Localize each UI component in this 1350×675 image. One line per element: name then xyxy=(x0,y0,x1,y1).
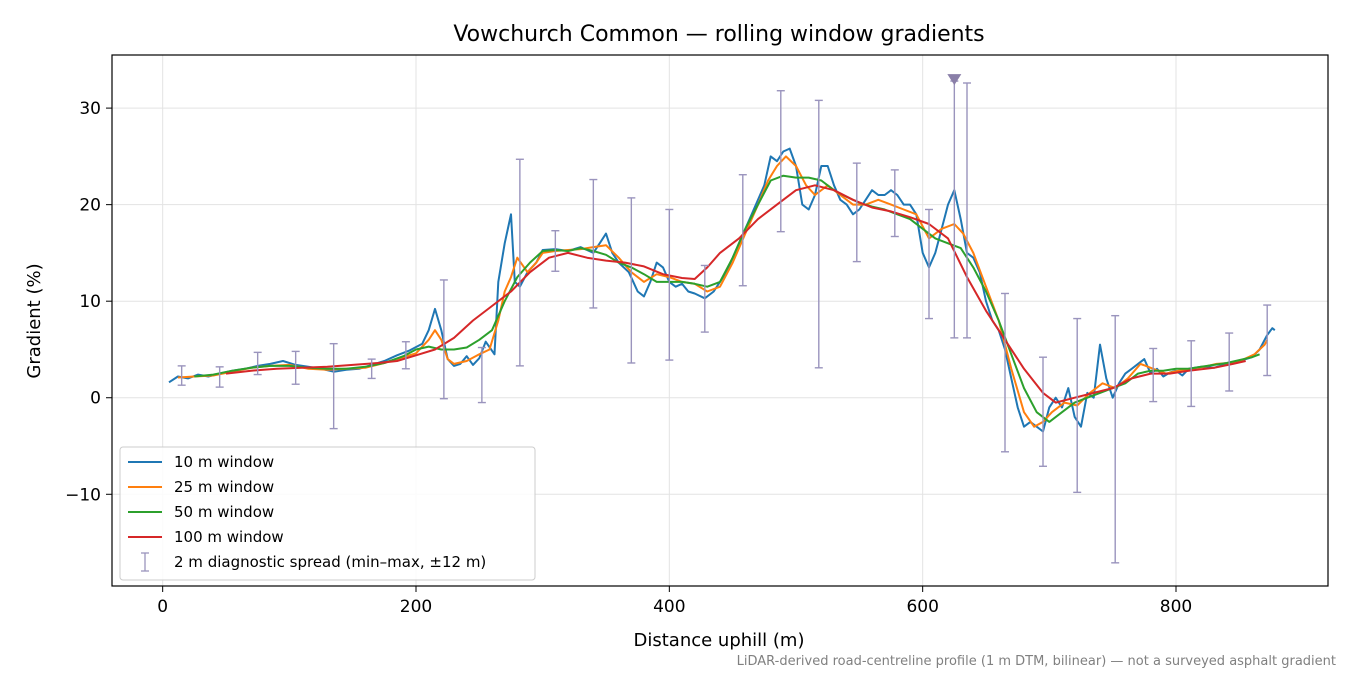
legend-label-25m: 25 m window xyxy=(174,478,274,496)
error-bar xyxy=(515,158,524,367)
error-bar xyxy=(700,264,709,333)
x-tick-label: 0 xyxy=(157,597,168,617)
error-bar xyxy=(814,99,823,369)
legend-frame xyxy=(119,446,536,581)
legend-swatch-errorbar xyxy=(141,552,149,572)
legend-label-10m: 10 m window xyxy=(174,453,274,471)
x-tick-label: 200 xyxy=(400,597,432,617)
error-bar xyxy=(1039,356,1047,467)
legend-label-50m: 50 m window xyxy=(174,503,274,521)
y-tick-label: 30 xyxy=(79,99,101,119)
error-bars xyxy=(177,74,1272,564)
y-tick-label: 0 xyxy=(90,389,101,409)
error-bar xyxy=(477,346,486,404)
y-tick-label: 10 xyxy=(79,292,101,312)
error-bar xyxy=(291,350,300,385)
chart-title: Vowchurch Common — rolling window gradie… xyxy=(453,22,984,47)
error-bar xyxy=(177,365,186,386)
error-bar xyxy=(215,366,224,388)
error-bar xyxy=(950,80,959,339)
error-bar xyxy=(1225,332,1234,392)
series-line-1 xyxy=(168,147,1276,433)
error-bar xyxy=(439,279,448,400)
y-axis-label: Gradient (%) xyxy=(24,263,45,378)
legend-label-errorbar: 2 m diagnostic spread (min–max, ±12 m) xyxy=(174,553,486,571)
x-tick-label: 800 xyxy=(1160,597,1192,617)
error-bar xyxy=(776,90,785,233)
y-tick-label: 20 xyxy=(79,196,101,216)
error-bar xyxy=(1187,340,1196,408)
error-bar xyxy=(738,174,747,287)
series-line-2 xyxy=(177,155,1269,428)
footnote: LiDAR-derived road-centreline profile (1… xyxy=(737,654,1336,669)
error-bar xyxy=(1073,317,1082,494)
series-line-4 xyxy=(225,184,1246,404)
plot-frame xyxy=(111,54,1329,587)
y-tick-label: −10 xyxy=(65,485,101,505)
series-line-3 xyxy=(194,174,1260,423)
error-bar xyxy=(1263,304,1272,377)
error-bar xyxy=(589,178,598,309)
error-bar xyxy=(401,341,410,370)
error-bar xyxy=(329,342,338,430)
series-lines xyxy=(168,147,1276,433)
error-bar xyxy=(627,197,636,364)
error-bar xyxy=(890,169,899,238)
x-axis-label: Distance uphill (m) xyxy=(634,630,805,651)
clipped-marker xyxy=(947,74,962,86)
error-bar xyxy=(1001,292,1009,453)
error-bar xyxy=(1111,314,1120,564)
x-tick-label: 400 xyxy=(653,597,685,617)
error-bar xyxy=(1149,347,1158,403)
legend-label-100m: 100 m window xyxy=(174,528,284,546)
error-bar xyxy=(551,230,560,272)
error-bar xyxy=(665,208,674,361)
legend: 10 m window 25 m window 50 m window 100 … xyxy=(119,446,536,581)
axis-ticks: 0 200 400 600 800 −10 0 10 20 30 xyxy=(65,99,1192,617)
error-bar xyxy=(925,208,933,320)
error-bar xyxy=(253,351,262,376)
error-bar xyxy=(367,358,376,380)
error-bar xyxy=(963,82,971,339)
x-tick-label: 600 xyxy=(906,597,938,617)
error-bar xyxy=(852,162,861,263)
